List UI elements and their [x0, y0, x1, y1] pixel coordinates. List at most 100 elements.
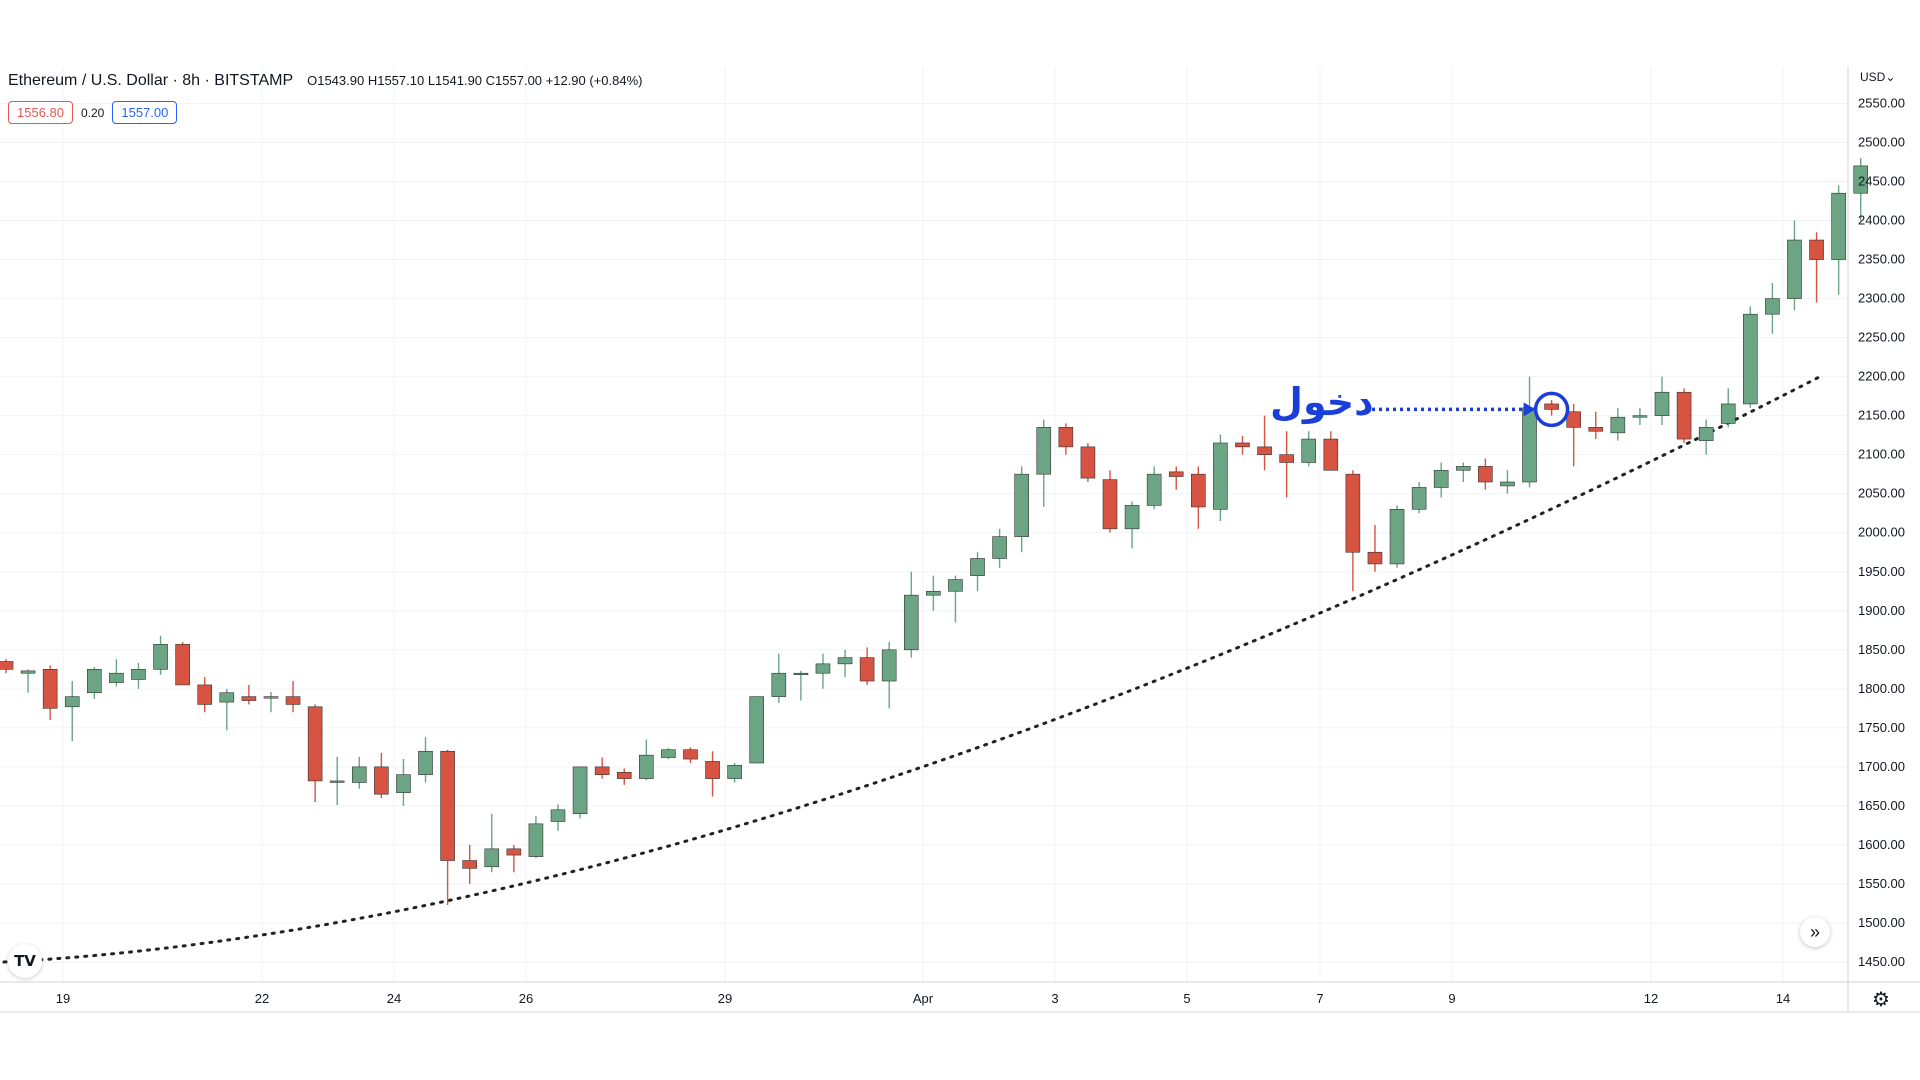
candle-body-down	[197, 684, 213, 705]
candle	[1566, 403, 1581, 467]
candle-body-up	[749, 696, 765, 764]
candle-body-up	[639, 754, 654, 779]
currency-selector[interactable]: USD⌄	[1860, 70, 1896, 84]
gear-icon[interactable]: ⚙	[1872, 989, 1890, 1011]
candle-body-down	[1588, 427, 1604, 432]
candle	[396, 759, 411, 806]
candle	[1787, 220, 1802, 311]
candle	[1743, 306, 1758, 408]
time-tick-label: 3	[1051, 991, 1058, 1006]
candle	[705, 751, 720, 797]
candle	[418, 737, 433, 783]
ask-price[interactable]: 1557.00	[112, 101, 178, 124]
candle-body-down	[0, 661, 14, 670]
candle-body-up	[1433, 469, 1449, 488]
time-tick-label: 7	[1316, 991, 1323, 1006]
candle-body-down	[1058, 427, 1074, 448]
candle	[992, 528, 1007, 568]
candle-body-up	[329, 780, 345, 783]
candle	[1213, 434, 1228, 522]
candle	[1124, 501, 1140, 549]
candle	[197, 677, 213, 713]
candle	[285, 681, 301, 713]
candle-body-up	[1853, 165, 1869, 194]
candle-body-up	[948, 579, 963, 592]
candle	[1765, 282, 1780, 334]
candle-body-up	[1787, 239, 1802, 299]
candle	[1014, 466, 1029, 553]
candle	[1036, 419, 1052, 507]
time-axis[interactable]: 19 22 24 26 29 Apr 3 5 7 9 12 14	[56, 991, 1790, 1006]
candle	[1433, 462, 1449, 498]
candle	[683, 747, 698, 763]
candle	[1345, 470, 1361, 592]
candle-body-up	[396, 774, 411, 793]
candle-body-up	[219, 692, 235, 703]
candle	[1654, 376, 1670, 426]
time-tick-label: 14	[1776, 991, 1790, 1006]
candle-body-down	[705, 761, 720, 779]
candle-body-up	[263, 696, 279, 699]
candle	[815, 653, 831, 689]
candle	[859, 647, 875, 685]
candle-body-up	[903, 594, 919, 651]
candle	[307, 704, 323, 802]
symbol-title[interactable]: Ethereum / U.S. Dollar · 8h · BITSTAMP	[8, 72, 294, 89]
candle-body-up	[1765, 298, 1780, 315]
tradingview-logo[interactable]: TV	[8, 944, 42, 978]
candle	[351, 756, 367, 789]
trendline[interactable]	[2, 375, 1822, 964]
candle	[1389, 505, 1405, 568]
price-tick-label: 2350.00	[1858, 252, 1905, 267]
price-tick-label: 1550.00	[1858, 876, 1905, 891]
candle	[550, 804, 566, 831]
candle	[87, 666, 102, 699]
trendline-path[interactable]	[2, 375, 1822, 964]
candle-body-up	[64, 696, 80, 708]
candle	[1080, 442, 1096, 482]
price-tick-label: 2050.00	[1858, 486, 1905, 501]
candle-body-down	[1478, 466, 1493, 483]
price-tick-label: 1700.00	[1858, 759, 1905, 774]
candle	[727, 762, 742, 783]
candle	[1698, 419, 1714, 455]
candle-body-up	[153, 644, 168, 670]
candle-body-down	[683, 749, 698, 760]
candle-body-up	[351, 766, 367, 783]
candle-body-down	[285, 696, 301, 705]
candle-body-up	[992, 536, 1007, 559]
entry-circle	[1533, 391, 1570, 428]
price-tick-label: 2400.00	[1858, 213, 1905, 228]
candle-body-down	[1102, 479, 1118, 530]
candle-body-down	[1323, 438, 1339, 471]
candle-body-down	[616, 772, 632, 779]
candle-body-down	[1279, 454, 1294, 463]
price-axis[interactable]: 1450.00 1500.00 1550.00 1600.00 1650.00 1700.…	[1858, 95, 1905, 969]
candle	[661, 748, 676, 760]
candle-body-down	[1345, 473, 1361, 553]
candle	[42, 665, 58, 721]
candle-body-down	[1080, 446, 1096, 479]
candle	[1191, 466, 1206, 529]
candle	[241, 684, 257, 705]
candle-body-up	[109, 672, 124, 683]
candle	[572, 766, 588, 819]
candle	[970, 552, 985, 592]
price-tick-label: 2500.00	[1858, 134, 1905, 149]
candle-body-down	[1544, 403, 1559, 410]
candle-body-down	[1676, 391, 1692, 440]
candle-body-up	[837, 657, 853, 665]
time-tick-label: 12	[1644, 991, 1658, 1006]
candle	[263, 691, 279, 713]
time-tick-label: Apr	[913, 991, 934, 1006]
double-chevron-right-icon[interactable]: »	[1800, 917, 1830, 947]
candle-body-up	[661, 749, 676, 758]
candle	[1853, 158, 1869, 221]
bid-price[interactable]: 1556.80	[8, 101, 73, 124]
price-tick-label: 2100.00	[1858, 447, 1905, 462]
candle	[329, 756, 345, 806]
candle	[1279, 431, 1294, 498]
candle-body-up	[1720, 403, 1736, 424]
candle-body-up	[1632, 415, 1648, 418]
